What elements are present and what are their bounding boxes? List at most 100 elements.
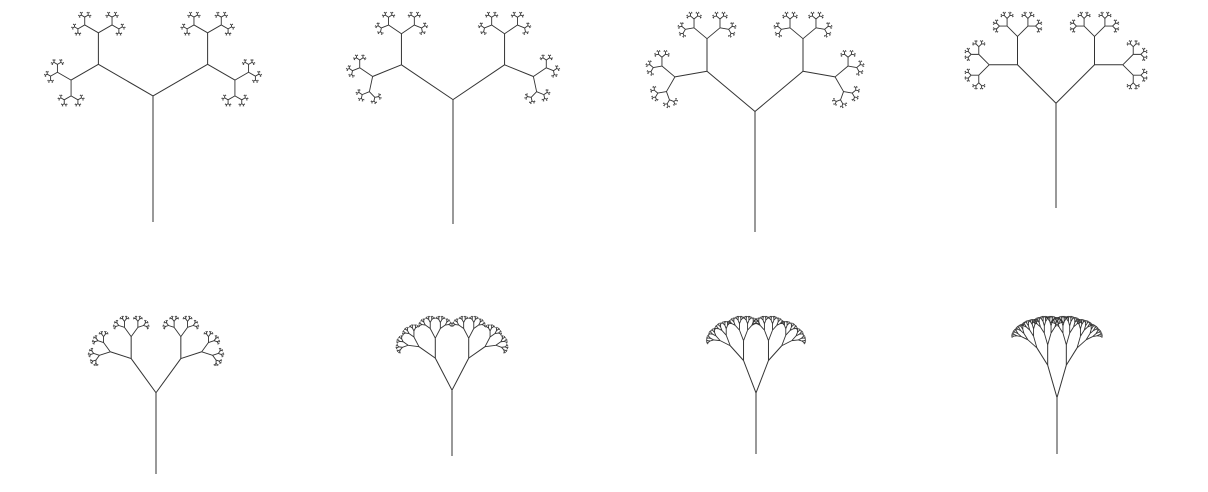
tree-branch-level-1: [155, 358, 182, 394]
tree-branches-level-3: [978, 25, 1134, 76]
tree-branches-level-7: [44, 12, 262, 106]
tree-branches-level-4: [93, 321, 219, 361]
tree-branch-level-2: [110, 351, 132, 360]
tree-branches-level-3: [99, 327, 213, 356]
tree-branches-level-3: [359, 24, 547, 92]
fractal-tree-svg: [395, 315, 509, 456]
tree-branch-level-1: [1056, 365, 1067, 398]
tree-branch-level-2: [1036, 347, 1049, 366]
tree-branches-level-6: [45, 13, 261, 106]
tree-branches-level-6: [347, 13, 559, 103]
tree-branch-level-1: [754, 70, 804, 112]
fractal-tree-panel-8: [962, 315, 1152, 454]
tree-branches-level-9: [645, 11, 865, 109]
fractal-tree-panel-5: [30, 315, 282, 474]
tree-branches-level-4: [50, 17, 256, 101]
tree-branch-level-2: [729, 345, 744, 361]
tree-branch-level-1: [98, 63, 154, 97]
fractal-tree-svg: [87, 315, 225, 474]
tree-branches-level-7: [346, 12, 560, 104]
tree-branches-level-4: [653, 18, 857, 101]
tree-branch-level-1: [743, 360, 757, 394]
tree-branches-level-7: [1012, 317, 1102, 338]
tree-branches-level-6: [647, 13, 863, 107]
tree-branches-level-5: [967, 15, 1145, 86]
tree-branches-level-4: [402, 322, 502, 348]
tree-branches-level-7: [706, 316, 806, 344]
tree-branch-level-1: [755, 360, 769, 394]
fractal-tree-panel-1: [28, 11, 278, 222]
tree-branches-level-7: [396, 316, 508, 353]
tree-branches-level-3: [408, 328, 496, 348]
fractal-tree-svg: [1011, 315, 1103, 454]
tree-branches-level-5: [649, 15, 861, 105]
fractal-tree-panel-7: [646, 315, 866, 454]
fractal-tree-panel-6: [328, 315, 576, 456]
tree-branches-level-9: [1011, 315, 1103, 338]
fractal-tree-svg: [345, 11, 561, 224]
tree-branches-level-5: [399, 319, 505, 351]
tree-branch-level-2: [1065, 347, 1078, 366]
tree-branch-level-2: [207, 63, 236, 81]
tree-branches-level-8: [44, 12, 262, 107]
tree-branches-level-7: [646, 12, 864, 108]
tree-branch-level-1: [401, 64, 454, 101]
tree-branches-level-6: [1014, 319, 1100, 337]
tree-branches-level-9: [964, 11, 1148, 90]
tree-branch-level-2: [180, 351, 202, 360]
fractal-tree-panel-3: [618, 11, 892, 232]
tree-branch-level-2: [504, 64, 534, 77]
fractal-tree-svg: [964, 11, 1148, 208]
tree-branch-level-2: [372, 64, 402, 77]
tree-branch-level-2: [802, 70, 836, 78]
tree-branch-level-1: [152, 63, 208, 97]
tree-branches-level-4: [352, 17, 554, 98]
tree-branches-level-6: [397, 317, 507, 352]
fractal-tree-panel-4: [924, 11, 1188, 208]
tree-branches-level-5: [349, 14, 557, 102]
tree-branches-level-9: [87, 315, 225, 367]
tree-branches-level-9: [43, 11, 263, 107]
tree-branch-level-2: [418, 346, 436, 359]
tree-branches-level-7: [965, 12, 1147, 89]
tree-branches-level-4: [971, 18, 1141, 83]
tree-branches-level-9: [345, 11, 561, 105]
fractal-tree-svg: [43, 11, 263, 222]
tree-branch-level-1: [706, 70, 756, 112]
tree-branch-level-1: [1047, 365, 1058, 398]
fractal-tree-panel-2: [326, 11, 580, 224]
tree-branches-level-7: [88, 316, 224, 366]
tree-branches-level-3: [57, 24, 249, 96]
tree-branch-level-2: [674, 70, 708, 78]
tree-branches-level-8: [964, 12, 1148, 90]
tree-branches-level-5: [90, 318, 222, 364]
tree-branches-level-5: [46, 14, 260, 104]
tree-branch-level-2: [768, 345, 783, 361]
tree-branches-level-3: [661, 27, 849, 92]
tree-branches-level-9: [395, 315, 509, 354]
fractal-tree-svg: [645, 11, 865, 232]
tree-branches-level-6: [89, 317, 223, 365]
tree-branch-level-1: [1017, 64, 1057, 104]
tree-branch-level-1: [452, 64, 505, 101]
tree-branch-level-2: [70, 63, 99, 81]
tree-branches-level-8: [706, 316, 806, 344]
tree-branch-level-1: [1055, 64, 1095, 104]
tree-branch-level-1: [130, 358, 157, 394]
tree-branch-level-1: [434, 357, 453, 391]
tree-branch-level-2: [468, 346, 486, 359]
tree-branch-level-1: [451, 357, 470, 391]
tree-branches-level-6: [966, 13, 1146, 88]
tree-branches-level-3: [719, 329, 793, 347]
tree-branches-level-8: [645, 12, 865, 108]
tree-branches-level-4: [1021, 325, 1093, 341]
tree-branches-level-5: [1016, 321, 1098, 338]
tree-branches-level-9: [705, 315, 807, 345]
tree-branches-level-8: [87, 316, 225, 366]
tree-branches-level-8: [346, 12, 560, 105]
tree-branches-level-6: [708, 318, 804, 343]
tree-branches-level-8: [395, 316, 509, 354]
fractal-tree-svg: [705, 315, 807, 454]
tree-branches-level-4: [713, 323, 799, 342]
